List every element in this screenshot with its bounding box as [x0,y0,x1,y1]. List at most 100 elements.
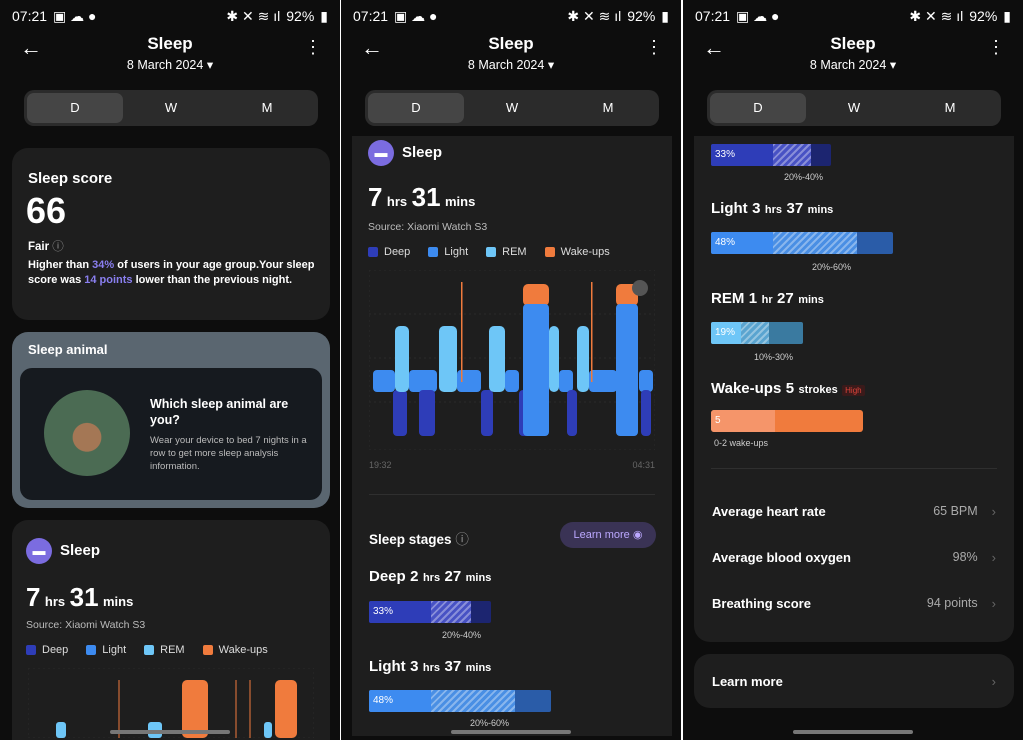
header: ← Sleep 8 March 2024 ▾ ⋮ [0,34,340,74]
score-title: Sleep score [28,170,113,187]
tab-month[interactable]: M [602,100,614,115]
battery-level: 92% [286,8,315,24]
notification-icons: ▣ ☁ ● [736,7,780,24]
learn-more-row[interactable]: Learn more › [694,654,1014,708]
wake-summary: Wake-ups 5 strokes High [711,380,865,398]
light-pct: 48% [369,690,431,712]
wake-bar: 5 [711,410,863,432]
deep-range: 20%-40% [784,172,824,182]
period-tabs: D W M [365,90,659,126]
sleep-duration: 7 hrs 31 mins [26,582,134,612]
more-options-icon[interactable]: ⋮ [987,37,1005,57]
bear-image [44,390,130,476]
date-selector[interactable]: 8 March 2024 ▾ [809,58,897,72]
learn-more-label: Learn more [712,673,783,689]
phone-screen-2: 07:21 ▣ ☁ ● ✱ ✕ ≋ ıl 92% ▮ ← Sleep 8 March … [341,0,681,740]
chevron-right-icon: › [991,503,996,519]
sleep-card-1[interactable]: ▬ Sleep 7 hrs 31 mins Source: Xiaomi Wat… [12,520,330,740]
light-range: 20%-60% [470,718,510,728]
legend: Deep Light REM Wake-ups [368,246,610,258]
tab-day[interactable]: D [368,93,464,123]
deep-pct: 33% [369,601,431,623]
tab-week[interactable]: W [164,100,178,115]
chevron-right-icon: › [991,673,996,689]
more-options-icon[interactable]: ⋮ [645,37,663,57]
tab-day[interactable]: D [710,93,806,123]
metric-blood-oxygen[interactable]: Average blood oxygen 98% › [712,549,996,565]
deep-summary: Deep 2 hrs 27 mins [369,568,492,585]
wake-range: 0-2 wake-ups [714,438,769,448]
signal-icons: ✱ ✕ ≋ ıl [909,7,964,24]
legend-rem: REM [144,644,185,656]
status-bar: 07:21 ▣ ☁ ● ✱ ✕ ≋ ıl 92% ▮ [353,6,669,26]
more-options-icon[interactable]: ⋮ [304,37,322,57]
animal-question: Which sleep animal are you? [150,397,289,427]
battery-level: 92% [627,8,656,24]
stages-title: Sleep stages ⓘ [369,532,469,547]
phone-screen-3: 07:21 ▣ ☁ ● ✱ ✕ ≋ ıl 92% ▮ ← Sleep 8 March … [683,0,1023,740]
page-title: Sleep [147,34,193,53]
rem-pct: 19% [711,322,741,344]
score-rating: Fair ⓘ [28,241,64,253]
bed-icon: ▬ [26,538,52,564]
metric-heart-rate[interactable]: Average heart rate 65 BPM › [712,503,996,519]
legend-wakeups: Wake-ups [202,644,268,656]
wake-count: 5 [711,410,775,432]
legend-light: Light [428,246,468,258]
tab-day[interactable]: D [27,93,123,123]
light-range: 20%-60% [812,262,852,272]
battery-icon: ▮ [661,7,669,24]
tab-month[interactable]: M [944,100,956,115]
deep-range: 20%-40% [442,630,482,640]
rem-range: 10%-30% [754,352,794,362]
legend-rem: REM [486,246,527,258]
chart-start-time: 19:32 [369,460,392,470]
period-tabs: D W M [707,90,1001,126]
legend-deep: Deep [368,246,410,258]
back-arrow-icon[interactable]: ← [361,35,383,60]
back-arrow-icon[interactable]: ← [703,35,725,60]
score-value: 66 [26,190,67,231]
sleep-detail-card: ▬ Sleep 7 hrs 31 mins Source: Xiaomi Wat… [352,136,672,736]
home-indicator [110,730,230,734]
animal-desc: Wear your device to bed 7 nights in a ro… [150,435,307,472]
divider [369,494,655,495]
light-bar: 48% [369,690,551,712]
date-selector[interactable]: 8 March 2024 ▾ [467,58,555,72]
bed-icon: ▬ [368,140,394,166]
chevron-right-icon: › [991,549,996,565]
sleep-stages-card: 33% 20%-40% Light 3 hrs 37 mins 48% 20%-… [694,136,1014,642]
header: ← Sleep 8 March 2024 ▾ ⋮ [683,34,1023,74]
deep-pct: 33% [711,144,773,166]
home-indicator [451,730,571,734]
notification-icons: ▣ ☁ ● [53,7,97,24]
legend-wakeups: Wake-ups [544,246,610,258]
animal-inner: Which sleep animal are you? Wear your de… [20,368,322,500]
tab-month[interactable]: M [261,100,273,115]
signal-icons: ✱ ✕ ≋ ıl [567,7,622,24]
sleep-animal-card[interactable]: Sleep animal Which sleep animal are you?… [12,332,330,508]
animal-title: Sleep animal [28,342,108,357]
chart-end-time: 04:31 [632,460,655,470]
learn-more-button[interactable]: Learn more ◉ [560,522,656,548]
divider [711,468,997,469]
header: ← Sleep 8 March 2024 ▾ ⋮ [341,34,681,74]
legend: Deep Light REM Wake-ups [26,644,268,656]
sleep-source: Source: Xiaomi Watch S3 [368,221,488,233]
sleep-score-card[interactable]: Sleep score 66 Fair ⓘ Higher than 34% of… [12,148,330,320]
notification-icons: ▣ ☁ ● [394,7,438,24]
tab-week[interactable]: W [847,100,861,115]
battery-icon: ▮ [320,7,328,24]
back-arrow-icon[interactable]: ← [20,35,42,60]
status-bar: 07:21 ▣ ☁ ● ✱ ✕ ≋ ıl 92% ▮ [12,6,328,26]
deep-bar: 33% [369,601,491,623]
light-summary: Light 3 hrs 37 mins [369,658,492,675]
high-badge: High [842,385,865,396]
date-selector[interactable]: 8 March 2024 ▾ [126,58,214,72]
sleep-stage-chart [369,270,655,450]
home-indicator [793,730,913,734]
tab-week[interactable]: W [505,100,519,115]
rem-bar: 19% [711,322,803,344]
sleep-chart-preview [28,668,314,738]
metric-breathing[interactable]: Breathing score 94 points › [712,595,996,611]
